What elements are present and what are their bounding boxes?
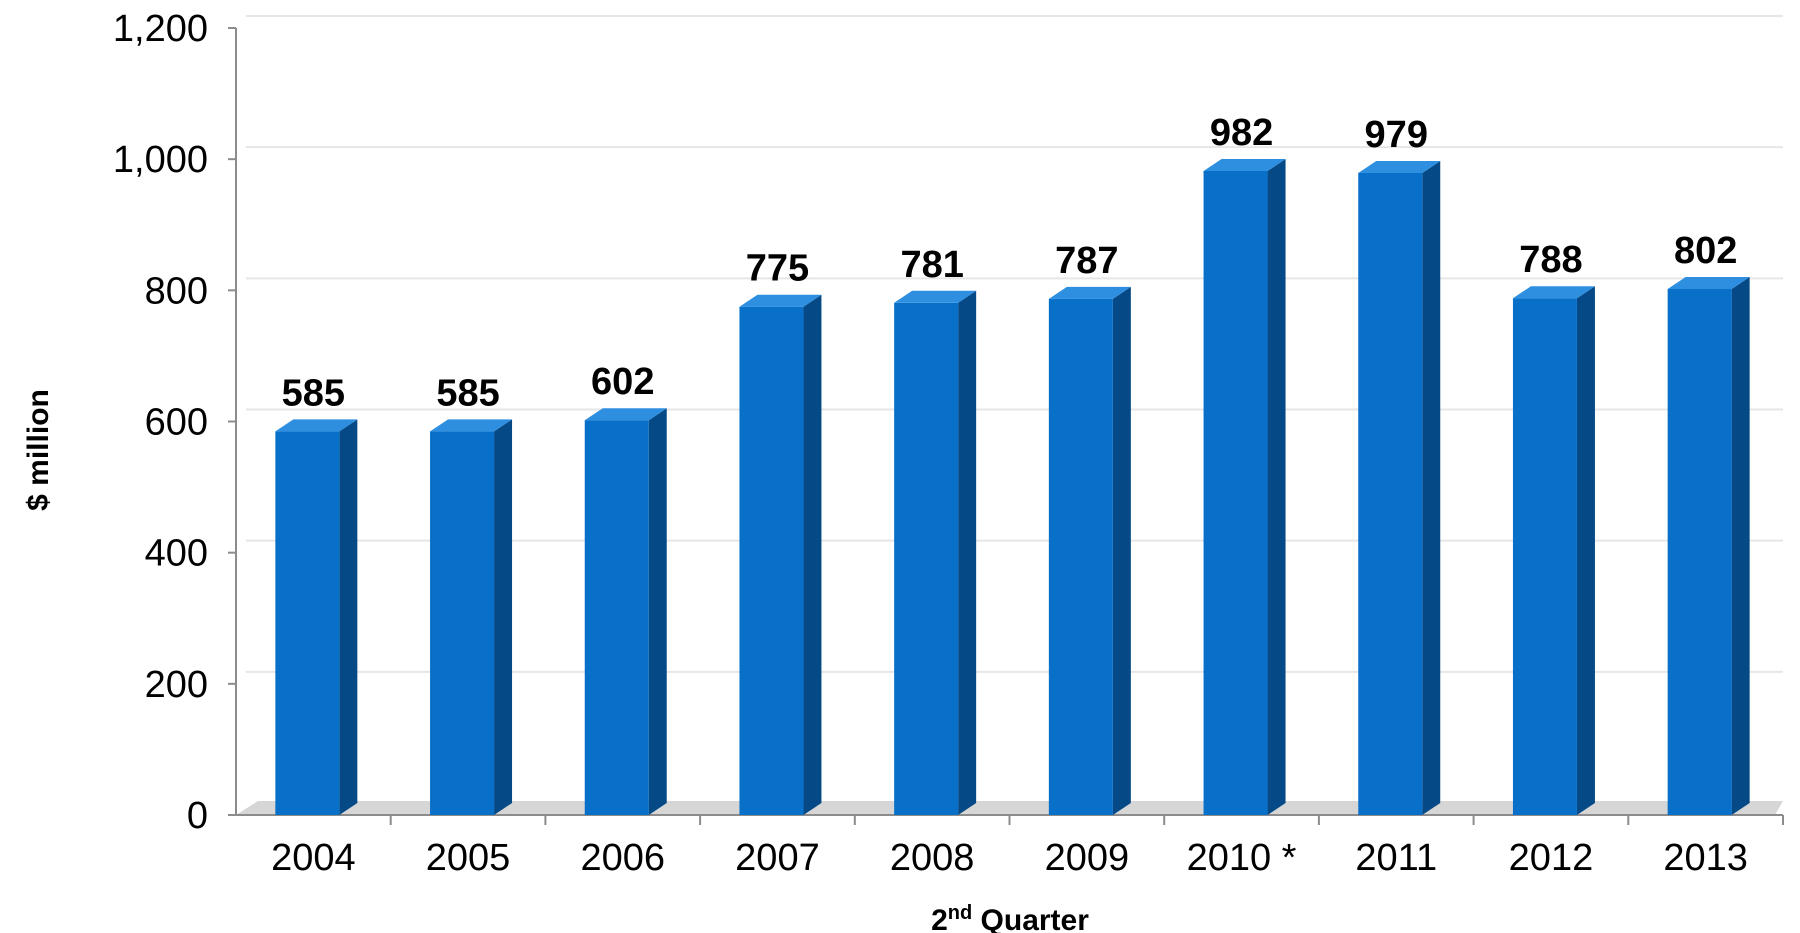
x-tick-label: 2009 — [1045, 837, 1130, 879]
y-axis-title: $ million — [22, 389, 55, 511]
bar-top — [584, 408, 667, 421]
bar-front — [1203, 170, 1268, 815]
bar-side — [1731, 277, 1750, 815]
x-axis-title: 2nd Quarter — [931, 902, 1089, 933]
bar-top — [894, 290, 977, 303]
bar — [1512, 286, 1595, 815]
bar — [584, 408, 667, 815]
x-tick-label: 2011 — [1355, 837, 1437, 879]
y-tick-label: 600 — [145, 402, 208, 444]
bars — [275, 158, 1750, 816]
bar-top — [1358, 160, 1441, 173]
bar-top — [1667, 277, 1750, 290]
bar — [894, 290, 977, 815]
bar — [275, 419, 358, 815]
bar-front — [1512, 298, 1577, 815]
bar-top — [430, 419, 513, 432]
data-label: 602 — [591, 361, 654, 403]
bar-front — [1667, 289, 1732, 815]
bar-front — [275, 431, 340, 815]
bar-side — [1576, 286, 1595, 815]
x-tick-label: 2007 — [735, 837, 820, 879]
bar-side — [1112, 286, 1131, 816]
data-labels: 585 585 602 775 781 787 982 979 788 802 — [282, 112, 1738, 414]
bar-top — [1048, 286, 1131, 299]
y-tick-labels: 0 200 400 600 800 1,000 1,200 — [113, 8, 236, 837]
bar — [1048, 286, 1131, 816]
data-label: 788 — [1519, 239, 1582, 281]
bar-front — [1358, 172, 1423, 816]
bar — [1203, 158, 1286, 815]
data-label: 585 — [282, 372, 345, 414]
x-tick-label: 2012 — [1509, 837, 1594, 879]
bar-side — [494, 419, 513, 815]
bar-front — [430, 431, 495, 815]
data-label: 775 — [746, 248, 809, 290]
bar-side — [1267, 158, 1286, 815]
data-label: 802 — [1674, 230, 1737, 272]
data-label: 585 — [436, 372, 499, 414]
y-tick-label: 800 — [145, 270, 208, 312]
bar — [1358, 160, 1441, 816]
bar-side — [339, 419, 358, 815]
data-label: 787 — [1055, 240, 1118, 282]
x-tick-label: 2008 — [890, 837, 975, 879]
bar — [430, 419, 513, 815]
bar-side — [648, 408, 667, 815]
x-tick-label: 2005 — [426, 837, 511, 879]
x-tick-label: 2010 * — [1187, 837, 1297, 879]
data-label: 979 — [1365, 114, 1428, 156]
y-tick-label: 200 — [145, 664, 208, 706]
x-tick-label: 2004 — [271, 837, 356, 879]
y-tick-label: 1,000 — [113, 139, 208, 181]
bar-top — [275, 419, 358, 432]
bar-top — [1512, 286, 1595, 299]
y-tick-label: 1,200 — [113, 8, 208, 50]
bar-front — [894, 302, 959, 815]
bar-top — [739, 294, 822, 307]
bar-side — [958, 290, 977, 815]
bar-top — [1203, 158, 1286, 171]
bar-side — [803, 294, 822, 816]
x-tick-label: 2013 — [1663, 837, 1748, 879]
bar-front — [584, 420, 649, 815]
data-label: 982 — [1210, 112, 1273, 154]
data-label: 781 — [900, 244, 963, 286]
x-tick-labels: 2004 2005 2006 2007 2008 2009 2010 * 2011 2012 20… — [271, 815, 1784, 879]
x-tick-label: 2006 — [580, 837, 665, 879]
bar-side — [1422, 160, 1441, 816]
bar — [739, 294, 822, 816]
y-tick-label: 400 — [145, 533, 208, 575]
y-tick-label: 0 — [187, 795, 208, 837]
bar — [1667, 277, 1750, 815]
bar-front — [1048, 298, 1113, 816]
bar-front — [739, 306, 804, 815]
